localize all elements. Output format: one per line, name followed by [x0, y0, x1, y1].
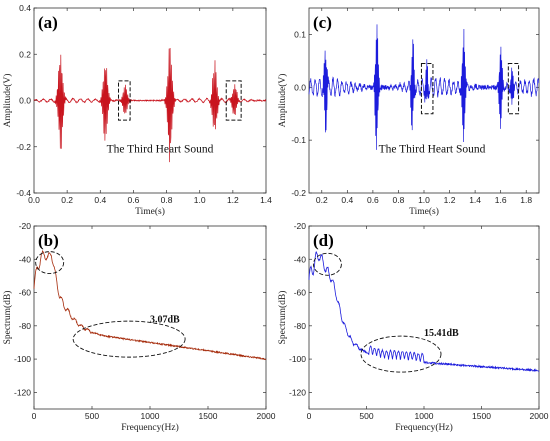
x-tick-label: 0	[307, 411, 312, 421]
y-tick-label: -0.4	[16, 188, 31, 198]
x-tick-label: 0.8	[161, 195, 173, 205]
y-tick-label: -20	[294, 221, 307, 231]
x-tick-label: 1.2	[444, 195, 456, 205]
highlight-box	[420, 63, 434, 115]
panel-label: (d)	[313, 231, 334, 250]
series-line	[33, 249, 267, 361]
chart-1: 0.2 0.4 0.6 0.8 1.0 1.2 1.4 1.6 1.8 0.1 0.0 -0.1 -0.…	[277, 7, 540, 217]
x-axis-label: Time(s)	[135, 206, 165, 217]
x-tick-label: 500	[85, 411, 99, 421]
x-tick-label: 1.4	[260, 195, 272, 205]
x-tick-label: 2000	[257, 411, 276, 421]
y-tick-label: -0.2	[291, 188, 306, 198]
x-tick-label: 1.0	[418, 195, 430, 205]
x-tick-label: 1500	[472, 411, 491, 421]
x-axis-label: Time(s)	[409, 206, 439, 217]
highlight-box	[225, 80, 242, 121]
annotation-label: 15.41dB	[424, 328, 459, 339]
chart-3: 0 500 1000 1500 2000 -20 -40 -60 -80 -100 -120 Freq…	[277, 221, 549, 433]
y-tick-label: -120	[14, 387, 31, 397]
panel-label: (b)	[38, 231, 59, 250]
y-tick-label: 0.2	[19, 49, 31, 59]
series-line	[33, 47, 267, 163]
x-tick-label: 0.6	[367, 195, 379, 205]
y-tick-label: -60	[294, 288, 307, 298]
highlight-ellipse	[312, 252, 342, 276]
x-axis-label: Frequency(Hz)	[395, 422, 453, 433]
x-tick-label: 0.4	[341, 195, 353, 205]
x-tick-label: 1.6	[495, 195, 507, 205]
x-tick-label: 0.6	[128, 195, 140, 205]
y-tick-label: 0.1	[294, 29, 306, 39]
y-tick-label: 0.0	[294, 82, 306, 92]
annotation-label: 3.07dB	[150, 314, 180, 325]
chart-2: 0 500 1000 1500 2000 -20 -40 -60 -80 -100 -120 Freq…	[2, 221, 276, 433]
chart-0: 0.0 0.2 0.4 0.6 0.8 1.0 1.2 1.4 0.4 0.2 0.0 -0.2 -0.…	[2, 3, 272, 217]
y-tick-label: -100	[289, 354, 306, 364]
highlight-ellipse	[72, 320, 186, 358]
y-tick-label: -40	[19, 254, 32, 264]
x-tick-label: 1.4	[469, 195, 481, 205]
series-line	[308, 251, 540, 373]
highlight-box	[118, 80, 131, 121]
y-tick-label: -60	[19, 288, 32, 298]
x-tick-label: 1.2	[227, 195, 239, 205]
y-axis-label: Amplitude(V)	[277, 74, 288, 128]
highlight-ellipse	[35, 251, 65, 275]
y-tick-label: -120	[289, 387, 306, 397]
series-line	[308, 24, 540, 150]
x-tick-label: 1.0	[194, 195, 206, 205]
x-tick-label: 1500	[199, 411, 218, 421]
x-tick-label: 0	[32, 411, 37, 421]
y-tick-label: -40	[294, 254, 307, 264]
y-tick-label: -0.1	[291, 135, 306, 145]
panel-label: (c)	[313, 13, 332, 32]
y-tick-label: -100	[14, 354, 31, 364]
plot-frame	[308, 7, 540, 194]
x-tick-label: 1.8	[520, 195, 532, 205]
y-tick-label: 0.0	[19, 96, 31, 106]
x-tick-label: 1000	[141, 411, 160, 421]
y-axis-label: Spectrum(dB)	[2, 291, 13, 345]
panel-label: (a)	[38, 13, 58, 32]
y-tick-label: -80	[19, 321, 32, 331]
y-tick-label: -0.2	[16, 142, 31, 152]
annotation-label: The Third Heart Sound	[379, 143, 486, 155]
y-axis-label: Amplitude(V)	[2, 74, 13, 128]
x-tick-label: 1000	[415, 411, 434, 421]
annotation-label: The Third Heart Sound	[107, 143, 214, 155]
y-axis-label: Spectrum(dB)	[277, 291, 288, 345]
highlight-ellipse	[360, 335, 442, 373]
plot-frame	[308, 225, 540, 410]
x-tick-label: 0.8	[393, 195, 405, 205]
x-tick-label: 0.2	[61, 195, 73, 205]
y-tick-label: -80	[294, 321, 307, 331]
y-tick-label: 0.4	[19, 3, 31, 13]
x-tick-label: 0.2	[316, 195, 328, 205]
y-tick-label: -20	[19, 221, 32, 231]
x-tick-label: 0.4	[94, 195, 106, 205]
x-tick-label: 0.0	[28, 195, 40, 205]
x-axis-label: Frequency(Hz)	[121, 422, 179, 433]
x-tick-label: 500	[359, 411, 373, 421]
x-tick-label: 2000	[530, 411, 549, 421]
